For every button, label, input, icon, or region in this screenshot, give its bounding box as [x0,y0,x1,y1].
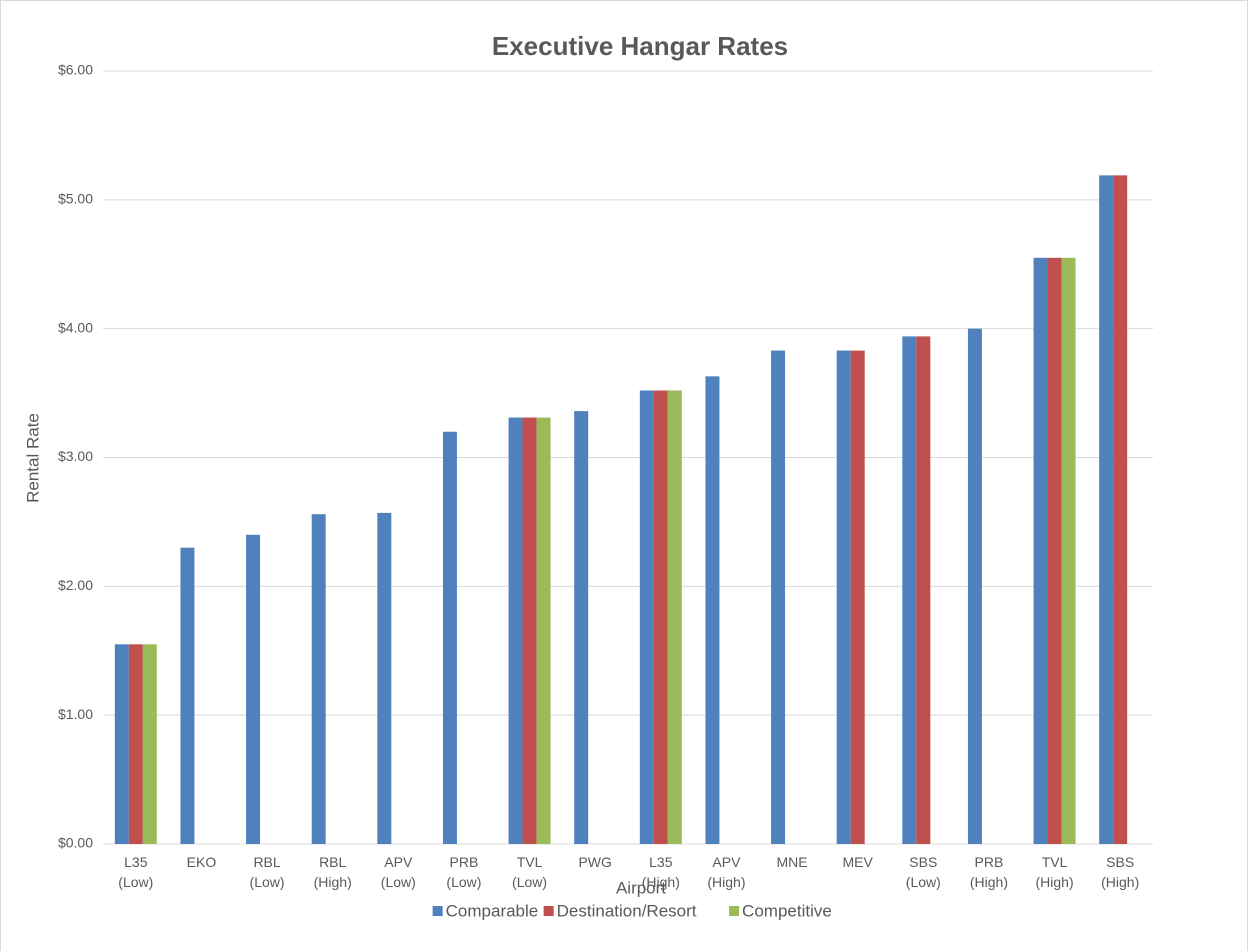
legend-label: Destination/Resort [557,901,697,920]
x-tick-label: TVL (High) [1035,854,1074,890]
bar [142,644,157,844]
bar [1099,175,1114,845]
x-tick-label: APV (Low) [380,854,416,890]
y-tick-label: $2.00 [58,577,93,593]
bar [114,644,129,844]
bar [536,417,551,844]
bar [180,547,195,844]
x-tick-label: PRB (High) [969,854,1008,890]
x-tick-label: APV (High) [707,854,746,890]
x-tick-label: PRB (Low) [446,854,482,890]
x-axis-title: Airport [616,878,666,897]
bar [771,350,786,844]
bar [705,376,720,844]
bar [522,417,537,844]
x-tick-label: RBL (High) [313,854,352,890]
bar [902,336,917,844]
bar [1061,257,1076,844]
y-tick-label: $5.00 [58,191,93,207]
bar [836,350,851,844]
bar [916,336,931,844]
legend-swatch [432,906,443,916]
x-tick-label: L35 (High) [641,854,680,890]
bar [1033,257,1048,844]
x-tick-label: SBS (High) [1101,854,1140,890]
chart-title: Executive Hangar Rates [492,31,788,61]
bar [667,390,682,844]
bar [377,512,392,844]
bar [967,328,982,845]
legend-swatch [543,906,554,916]
y-axis-title: Rental Rate [23,413,42,503]
bar [128,644,143,844]
legend-label: Competitive [742,901,832,920]
x-tick-label: MNE [776,854,808,870]
bar [639,390,654,844]
x-tick-label: SBS (Low) [905,854,941,890]
x-tick-label: MEV [842,854,873,870]
bar [508,417,523,844]
bar [850,350,865,844]
x-tick-label: L35 (Low) [118,854,154,890]
x-tick-label: RBL (Low) [249,854,285,890]
x-tick-label: EKO [186,854,217,870]
bar [246,534,261,844]
y-tick-label: $6.00 [58,62,93,78]
legend-swatch [729,906,740,916]
bar [653,390,668,844]
bar [574,411,589,844]
bar [442,431,457,844]
bar [311,514,326,844]
y-tick-label: $1.00 [58,706,93,722]
y-tick-label: $0.00 [58,835,93,851]
y-tick-label: $4.00 [58,319,93,335]
x-tick-label: TVL (Low) [512,854,548,890]
bar [1047,257,1062,844]
x-tick-label: PWG [578,854,612,870]
y-tick-label: $3.00 [58,448,93,464]
bar [1113,175,1128,845]
legend-label: Comparable [446,901,539,920]
